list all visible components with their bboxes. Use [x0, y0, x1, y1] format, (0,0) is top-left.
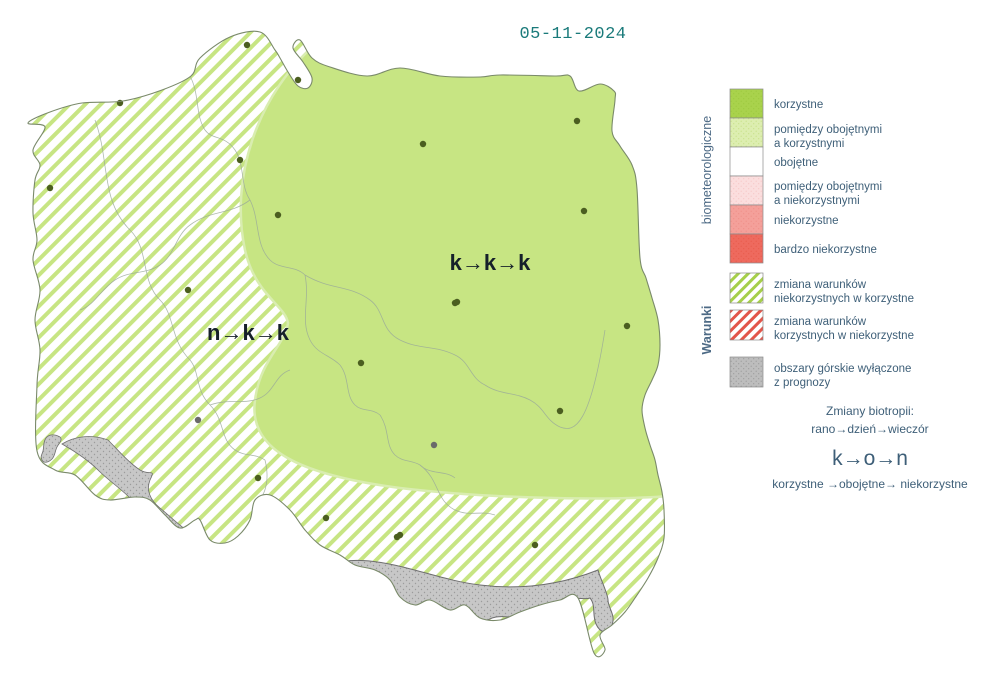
- svg-text:a niekorzystnymi: a niekorzystnymi: [774, 195, 860, 207]
- svg-text:z prognozy: z prognozy: [774, 377, 831, 389]
- svg-text:korzystnych w niekorzystne: korzystnych w niekorzystne: [774, 330, 914, 342]
- svg-text:korzystne →obojętne→ niekorzys: korzystne →obojętne→ niekorzystne: [772, 477, 968, 491]
- svg-text:k→k→k: k→k→k: [450, 250, 531, 275]
- svg-text:bardzo niekorzystne: bardzo niekorzystne: [774, 244, 877, 256]
- svg-text:rano→dzień→wieczór: rano→dzień→wieczór: [811, 422, 928, 436]
- svg-text:n→k→k: n→k→k: [207, 320, 290, 345]
- svg-text:Warunki: Warunki: [700, 306, 714, 355]
- svg-text:05-11-2024: 05-11-2024: [519, 25, 626, 44]
- svg-text:obojętne: obojętne: [774, 157, 818, 169]
- svg-text:pomiędzy obojętnymi: pomiędzy obojętnymi: [774, 181, 882, 193]
- svg-text:niekorzystnych w korzystne: niekorzystnych w korzystne: [774, 293, 914, 305]
- svg-text:korzystne: korzystne: [774, 99, 823, 111]
- svg-text:zmiana warunków: zmiana warunków: [774, 316, 867, 328]
- svg-text:obszary górskie wyłączone: obszary górskie wyłączone: [774, 363, 911, 375]
- svg-text:Zmiany biotropii:: Zmiany biotropii:: [826, 404, 914, 418]
- svg-text:biometeorologiczne: biometeorologiczne: [700, 116, 714, 224]
- svg-text:pomiędzy obojętnymi: pomiędzy obojętnymi: [774, 124, 882, 136]
- svg-text:niekorzystne: niekorzystne: [774, 215, 839, 227]
- svg-text:k→o→n: k→o→n: [832, 447, 908, 470]
- svg-text:a korzystnymi: a korzystnymi: [774, 138, 844, 150]
- svg-text:zmiana warunków: zmiana warunków: [774, 279, 867, 291]
